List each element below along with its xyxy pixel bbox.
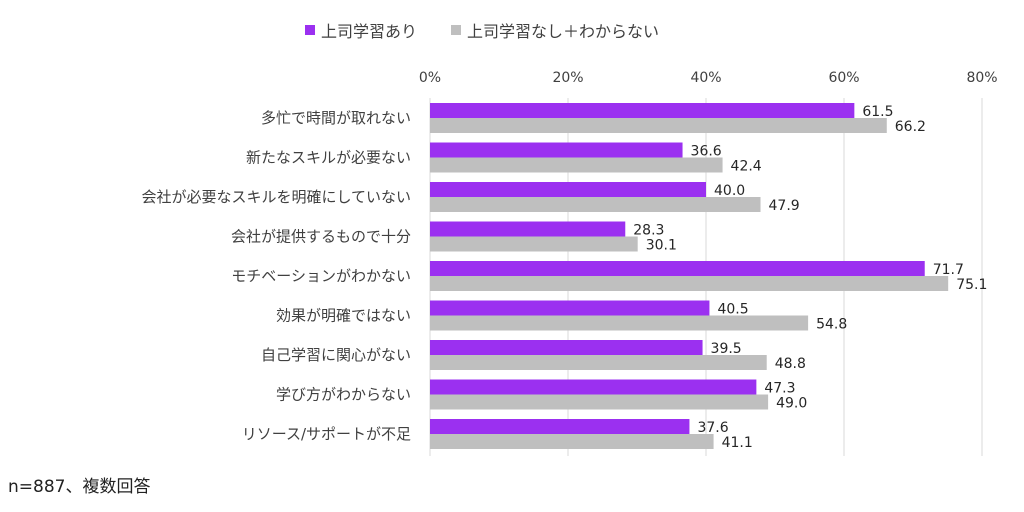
category-label-8: リソース/サポートが不足 bbox=[242, 425, 411, 443]
data-label-s1-8: 37.6 bbox=[697, 420, 728, 436]
data-label-s2-6: 48.8 bbox=[775, 356, 806, 372]
bar-s2-6 bbox=[430, 355, 767, 370]
category-label-1: 新たなスキルが必要ない bbox=[246, 149, 411, 167]
bar-s2-1 bbox=[430, 157, 723, 173]
legend: 上司学習あり 上司学習なし＋わからない bbox=[305, 18, 693, 42]
data-label-s2-3: 30.1 bbox=[646, 238, 677, 254]
bar-s1-1 bbox=[430, 142, 683, 158]
bar-s2-4 bbox=[430, 276, 949, 291]
data-label-s2-7: 49.0 bbox=[776, 396, 807, 412]
data-label-s2-5: 54.8 bbox=[816, 317, 847, 333]
bar-s2-0 bbox=[430, 118, 887, 133]
x-tick-label-1: 20% bbox=[552, 70, 583, 86]
bar-s1-5 bbox=[430, 300, 710, 316]
sample-note: n=887、複数回答 bbox=[8, 477, 151, 497]
data-label-s1-4: 71.7 bbox=[933, 262, 964, 278]
data-label-s1-0: 61.5 bbox=[862, 104, 893, 120]
data-label-s1-1: 36.6 bbox=[691, 144, 722, 160]
bar-s1-3 bbox=[430, 221, 626, 237]
data-label-s1-2: 40.0 bbox=[714, 183, 745, 199]
legend-item-series-2: 上司学習なし＋わからない bbox=[451, 18, 659, 42]
data-label-s1-7: 47.3 bbox=[764, 381, 795, 397]
bar-s1-4 bbox=[430, 261, 925, 276]
category-label-5: 効果が明確ではない bbox=[276, 307, 411, 325]
category-label-7: 学び方がわからない bbox=[276, 386, 411, 404]
data-label-s2-0: 66.2 bbox=[895, 119, 926, 135]
x-tick-label-2: 40% bbox=[690, 70, 721, 86]
x-tick-label-3: 60% bbox=[828, 70, 859, 86]
bar-s2-8 bbox=[430, 434, 714, 449]
bar-s1-0 bbox=[430, 103, 855, 118]
bar-s1-6 bbox=[430, 340, 703, 355]
legend-label-series-2: 上司学習なし＋わからない bbox=[467, 22, 660, 41]
legend-swatch-series-2 bbox=[451, 25, 462, 35]
data-label-s2-8: 41.1 bbox=[722, 435, 753, 451]
category-label-6: 自己学習に関心がない bbox=[261, 346, 411, 364]
legend-item-series-1: 上司学習あり bbox=[305, 18, 417, 42]
data-label-s2-4: 75.1 bbox=[956, 277, 987, 293]
data-label-s1-6: 39.5 bbox=[711, 341, 742, 357]
category-label-4: モチベーションがわかない bbox=[231, 267, 411, 285]
data-label-s2-1: 42.4 bbox=[731, 159, 762, 175]
data-label-s1-3: 28.3 bbox=[633, 223, 664, 239]
bar-s2-5 bbox=[430, 315, 809, 331]
x-tick-label-0: 0% bbox=[419, 70, 441, 86]
data-label-s2-2: 47.9 bbox=[769, 198, 800, 214]
bar-s2-3 bbox=[430, 236, 638, 252]
bar-s2-2 bbox=[430, 197, 761, 212]
legend-label-series-1: 上司学習あり bbox=[321, 22, 418, 41]
category-label-2: 会社が必要なスキルを明確にしていない bbox=[141, 188, 411, 206]
bar-s1-7 bbox=[430, 379, 757, 395]
category-label-3: 会社が提供するもので十分 bbox=[231, 228, 411, 246]
bar-s2-7 bbox=[430, 394, 769, 410]
data-label-s1-5: 40.5 bbox=[717, 302, 748, 318]
category-label-0: 多忙で時間が取れない bbox=[261, 109, 411, 127]
x-tick-label-4: 80% bbox=[966, 70, 997, 86]
legend-swatch-series-1 bbox=[305, 25, 315, 35]
bar-s1-2 bbox=[430, 182, 706, 197]
bar-s1-8 bbox=[430, 419, 690, 434]
